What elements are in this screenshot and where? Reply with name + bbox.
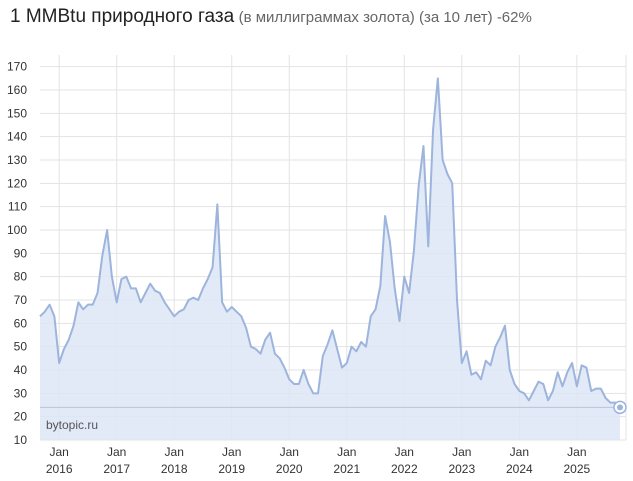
x-tick-month: Jan bbox=[395, 445, 414, 459]
x-tick-month: Jan bbox=[452, 445, 471, 459]
y-tick-label: 40 bbox=[14, 363, 28, 377]
y-tick-label: 80 bbox=[14, 270, 28, 284]
y-tick-label: 90 bbox=[14, 246, 28, 260]
y-tick-label: 70 bbox=[14, 293, 28, 307]
x-tick-year: 2018 bbox=[161, 462, 188, 476]
x-tick-year: 2016 bbox=[46, 462, 73, 476]
y-tick-label: 130 bbox=[7, 153, 27, 167]
x-tick-month: Jan bbox=[165, 445, 184, 459]
series-line bbox=[39, 77, 621, 409]
y-axis: 10 20 30 40 50 60 70 80 90 100 110 120 130 140 150 160 1… bbox=[7, 60, 27, 447]
x-tick-year: 2019 bbox=[218, 462, 245, 476]
x-tick-year: 2025 bbox=[564, 462, 591, 476]
x-tick-month: Jan bbox=[222, 445, 241, 459]
x-tick-year: 2021 bbox=[333, 462, 360, 476]
y-tick-label: 30 bbox=[14, 386, 28, 400]
chart-title-main: 1 MMBtu природного газа bbox=[10, 6, 235, 27]
x-tick-year: 2017 bbox=[103, 462, 130, 476]
x-tick-year: 2024 bbox=[506, 462, 533, 476]
y-tick-label: 110 bbox=[8, 200, 27, 214]
y-tick-label: 60 bbox=[14, 316, 28, 330]
y-tick-label: 50 bbox=[14, 340, 28, 354]
x-tick-year: 2020 bbox=[276, 462, 303, 476]
y-tick-label: 160 bbox=[7, 83, 27, 97]
watermark: bytopic.ru bbox=[46, 418, 98, 432]
y-tick-label: 20 bbox=[14, 410, 28, 424]
chart-title-sub: (в миллиграммах золота) (за 10 лет) -62% bbox=[238, 9, 532, 26]
x-tick-month: Jan bbox=[510, 445, 529, 459]
y-tick-label: 150 bbox=[7, 106, 27, 120]
last-value-layer bbox=[40, 400, 627, 415]
y-tick-label: 10 bbox=[14, 433, 28, 447]
y-tick-label: 120 bbox=[7, 176, 27, 190]
x-tick-month: Jan bbox=[107, 445, 126, 459]
y-tick-label: 170 bbox=[7, 60, 27, 74]
x-axis: Jan 2016 Jan 2017 Jan 2018 Jan 2019 Jan 2020 Jan 20… bbox=[46, 445, 591, 476]
x-tick-month: Jan bbox=[337, 445, 356, 459]
chart-area-layer bbox=[39, 77, 621, 440]
x-tick-month: Jan bbox=[49, 445, 68, 459]
x-tick-month: Jan bbox=[280, 445, 299, 459]
series-area-fill bbox=[40, 78, 620, 440]
last-value-marker-dot bbox=[617, 404, 623, 411]
x-tick-month: Jan bbox=[567, 445, 586, 459]
y-tick-label: 140 bbox=[7, 130, 27, 144]
x-tick-year: 2022 bbox=[391, 462, 418, 476]
x-tick-year: 2023 bbox=[448, 462, 475, 476]
chart-title: 1 MMBtu природного газа (в миллиграммах … bbox=[10, 6, 532, 28]
y-tick-label: 100 bbox=[7, 223, 27, 237]
